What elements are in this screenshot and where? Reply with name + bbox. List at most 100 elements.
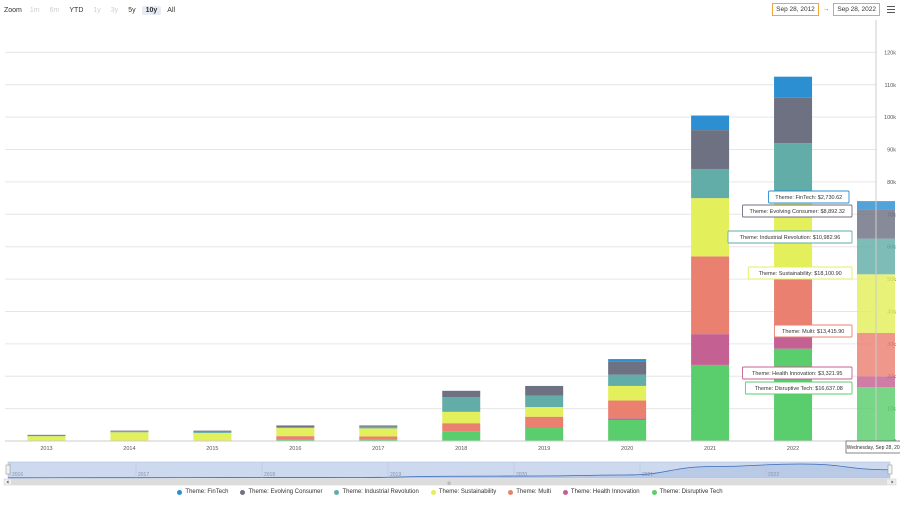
y-tick-label: 100k [884,115,896,121]
bar-segment[interactable] [110,430,149,432]
legend: Theme: FinTech Theme: Evolving Consumer Th… [0,489,900,495]
zoom-label: Zoom [4,6,22,14]
bar-segment[interactable] [608,385,647,401]
bar-segment[interactable] [691,168,730,199]
bar-segment[interactable] [27,436,66,441]
bar-segment[interactable] [27,434,66,436]
tooltip: Theme: Multi: $13,415.90 [773,324,853,338]
bar-segment[interactable] [608,361,647,375]
bar-segment[interactable] [774,97,813,144]
legend-item[interactable]: Theme: Evolving Consumer [240,489,322,495]
scrollbar-grip-icon: ||| [447,480,450,485]
tooltip-text: Theme: Disruptive Tech: $16,637.08 [755,386,843,392]
bar-segment[interactable] [442,431,481,441]
y-tick-label: 120k [884,50,896,56]
tooltip: Theme: Disruptive Tech: $16,637.08 [744,381,853,395]
legend-label: Theme: Industrial Revolution [342,489,419,495]
bar-segment[interactable] [359,428,398,437]
bar-segment[interactable] [608,359,647,362]
scroll-right-arrow-icon[interactable] [891,480,894,484]
bar-segment[interactable] [691,130,730,169]
x-tick-label: 2014 [123,446,135,452]
bar-segment[interactable] [359,436,398,440]
legend-marker-icon [334,489,340,495]
zoom-button-1y[interactable]: 1y [93,6,101,14]
legend-label: Theme: FinTech [185,489,229,495]
navigator-axis-label: 2017 [138,472,149,478]
bar-segment[interactable] [110,431,149,433]
legend-label: Theme: Health Innovation [570,489,640,495]
scrollbar-thumb[interactable] [11,479,887,485]
bar-segment[interactable] [359,426,398,429]
zoom-button-3y[interactable]: 3y [110,6,119,14]
bar-segment[interactable] [442,390,481,398]
x-tick-label: 2019 [538,446,550,452]
bar-segment[interactable] [276,427,315,429]
tooltip-text: Theme: Industrial Revolution: $10,982.96 [740,235,841,241]
legend-item[interactable]: Theme: Health Innovation [562,489,640,495]
bar-segment[interactable] [525,406,564,417]
bar-segment[interactable] [691,256,730,335]
bar-segment[interactable] [276,425,315,428]
tooltip-text: Theme: Sustainability: $18,100.90 [759,271,842,277]
bar-segment[interactable] [608,418,647,420]
y-tick-label: 110k [884,83,896,89]
x-tick-label: 2018 [455,446,467,452]
bar-segment[interactable] [608,400,647,419]
bar-segment[interactable] [608,419,647,441]
navigator-handle[interactable] [5,464,11,475]
x-tick-label: 2021 [704,446,716,452]
bar-segment[interactable] [525,385,564,396]
bar-segment[interactable] [691,198,730,257]
range-to-input[interactable]: Sep 28, 2022 [833,3,880,16]
zoom-button-5y[interactable]: 5y [128,6,136,14]
bar-segment[interactable] [359,425,398,427]
zoom-button-6m[interactable]: 6m [49,6,60,14]
legend-marker-icon [240,489,246,495]
bar-segment[interactable] [608,374,647,386]
zoom-button-10y[interactable]: 10y [141,5,162,15]
bar-segment[interactable] [276,428,315,437]
navigator-axis-label: 2019 [390,472,401,478]
bar-segment[interactable] [193,430,232,432]
legend-item[interactable]: Theme: Multi [508,489,551,495]
zoom-button-all[interactable]: All [167,6,176,14]
tooltip-text: Theme: Evolving Consumer: $8,892.32 [750,209,845,215]
bar-segment[interactable] [359,439,398,441]
bar-segment[interactable] [442,397,481,412]
bar-segment[interactable] [691,334,730,365]
bar-segment[interactable] [442,411,481,424]
legend-item[interactable]: Theme: FinTech [177,489,228,495]
tooltip-text: Theme: Health Innovation: $3,321.95 [752,371,843,377]
bar-segment[interactable] [193,431,232,433]
bar-segment[interactable] [525,395,564,407]
bar-segment[interactable] [774,348,813,441]
legend-marker-icon [562,489,568,495]
bar-segment[interactable] [525,428,564,441]
bar-segment[interactable] [774,275,813,328]
zoom-button-1m[interactable]: 1m [29,6,40,14]
hamburger-menu-icon[interactable] [887,6,895,13]
y-tick-label: 90k [887,148,896,154]
legend-item[interactable]: Theme: Disruptive Tech [651,489,723,495]
legend-item[interactable]: Theme: Industrial Revolution [334,489,419,495]
bar-segment[interactable] [193,432,232,441]
legend-item[interactable]: Theme: Sustainability [430,489,496,495]
zoom-button-ytd[interactable]: YTD [69,6,84,14]
bar-segment[interactable] [276,439,315,441]
bar-segment[interactable] [525,416,564,429]
bar-segment[interactable] [774,76,813,98]
legend-marker-icon [430,489,436,495]
tooltip: Theme: Industrial Revolution: $10,982.96 [727,230,853,244]
bar-segment[interactable] [691,115,730,131]
bar-segment[interactable] [276,436,315,440]
bar-segment[interactable] [110,432,149,441]
bar-segment[interactable] [691,364,730,441]
x-tick-label: 2015 [206,446,218,452]
scroll-left-arrow-icon[interactable] [6,480,9,484]
bar-segment[interactable] [27,435,66,437]
navigator-handle[interactable] [887,464,893,475]
range-from-input[interactable]: Sep 28, 2012 [772,3,819,16]
x-tick-label: 2016 [289,446,301,452]
bar-segment[interactable] [442,423,481,432]
